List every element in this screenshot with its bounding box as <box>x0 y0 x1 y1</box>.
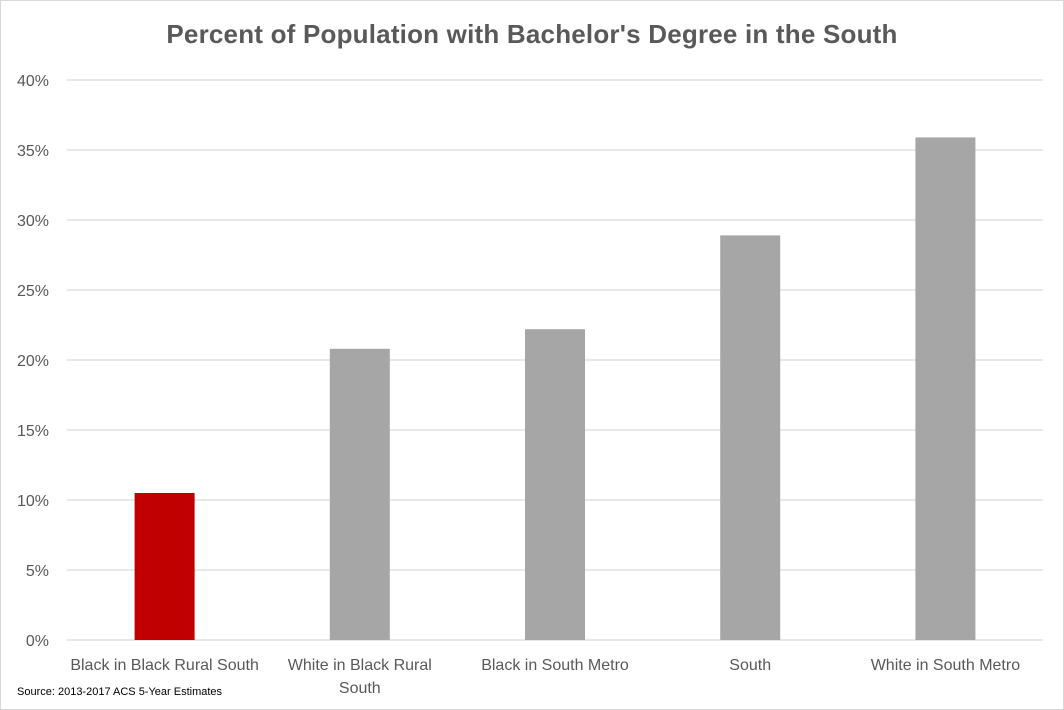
y-tick-label: 25% <box>17 283 49 300</box>
x-axis-category-labels: Black in Black Rural South White in Black… <box>70 657 1020 697</box>
bars <box>134 137 976 640</box>
y-tick-label: 5% <box>26 563 49 580</box>
x-category-label: South <box>729 657 771 674</box>
x-category-label: White in Black Rural <box>288 657 432 674</box>
bar-5 <box>915 137 976 640</box>
x-category-label: Black in South Metro <box>481 657 629 674</box>
y-axis-tick-labels: 0% 5% 10% 15% 20% 25% 30% 35% 40% <box>17 73 49 650</box>
bar-3 <box>525 329 585 640</box>
y-tick-label: 30% <box>17 213 49 230</box>
x-category-label: Black in Black Rural South <box>70 657 259 674</box>
y-tick-label: 15% <box>17 423 49 440</box>
y-tick-label: 0% <box>26 633 49 650</box>
x-category-label: South <box>339 680 381 697</box>
bar-2 <box>329 348 390 640</box>
source-note: Source: 2013-2017 ACS 5-Year Estimates <box>17 686 223 698</box>
x-category-label: White in South Metro <box>871 657 1021 674</box>
y-tick-label: 40% <box>17 73 49 90</box>
bar-1 <box>134 493 195 640</box>
y-tick-label: 10% <box>17 493 49 510</box>
chart-title: Percent of Population with Bachelor's De… <box>166 19 898 49</box>
y-tick-label: 20% <box>17 353 49 370</box>
y-tick-label: 35% <box>17 143 49 160</box>
bar-4 <box>720 235 781 640</box>
